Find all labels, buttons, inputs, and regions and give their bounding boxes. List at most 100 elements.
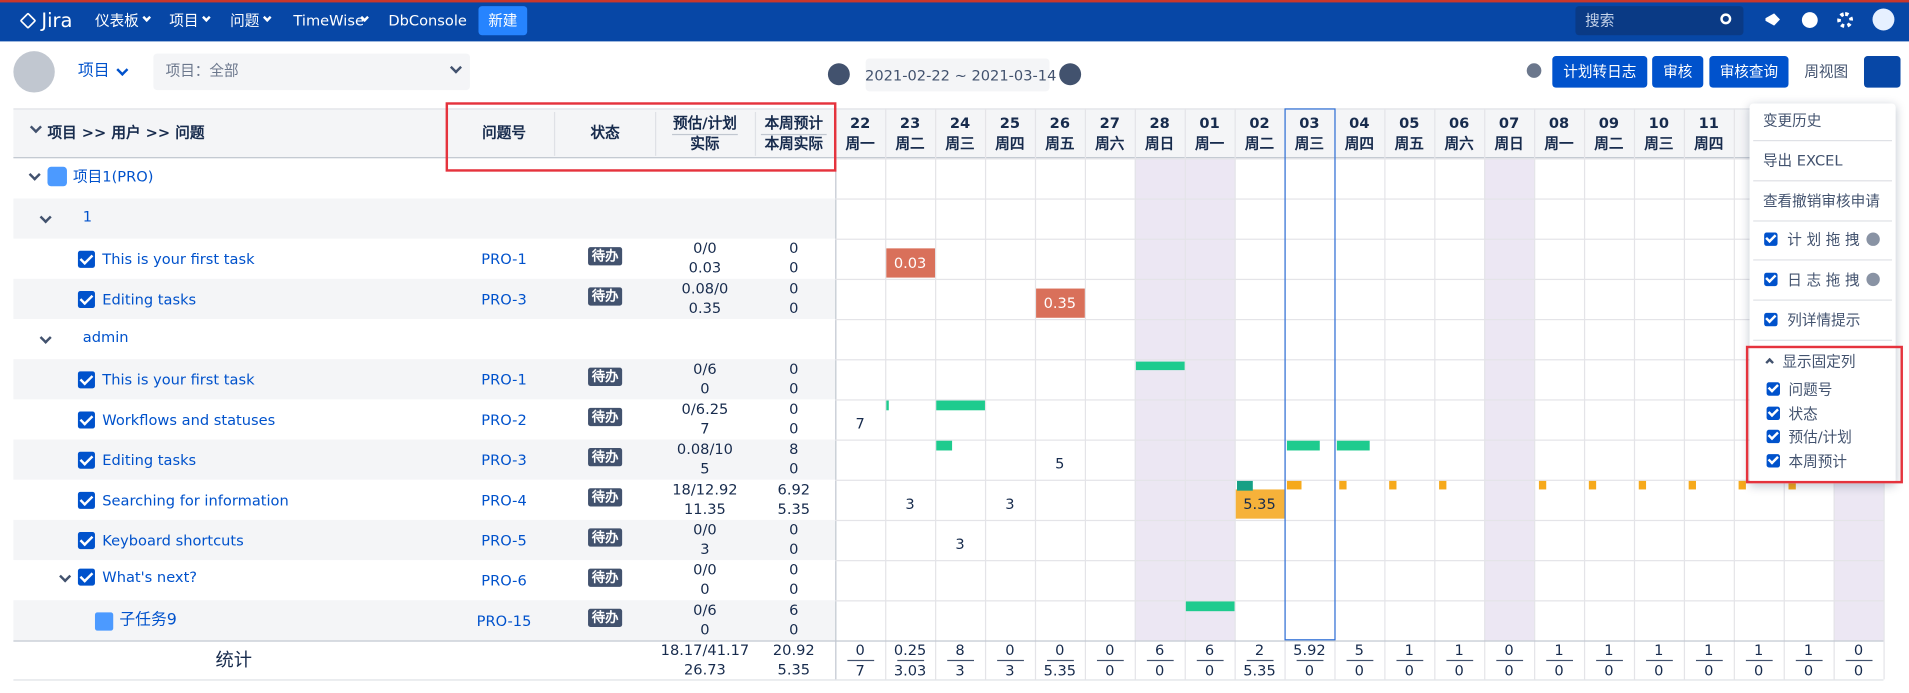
- issue-key[interactable]: PRO-4: [481, 491, 527, 509]
- actual: 0.03: [688, 259, 722, 277]
- estimate: 0/0: [693, 521, 717, 539]
- create-button[interactable]: 新建: [478, 6, 528, 36]
- issue-checkbox[interactable]: [77, 451, 95, 469]
- issue-checkbox[interactable]: [77, 532, 95, 550]
- issue-summary[interactable]: 子任务9: [119, 611, 177, 630]
- plan-bar: [1286, 480, 1302, 490]
- menu-item[interactable]: 查看撤销审核申请: [1762, 192, 1880, 210]
- issue-checkbox[interactable]: [77, 568, 95, 586]
- week-plan: 6: [789, 601, 799, 619]
- grid-h: [835, 399, 1884, 401]
- estimate: 0/6.25: [681, 400, 729, 418]
- fixed-column-option[interactable]: 状态: [1788, 405, 1818, 423]
- search-box[interactable]: [1575, 6, 1744, 36]
- issue-summary[interactable]: Keyboard shortcuts: [102, 532, 244, 550]
- notify-icon[interactable]: [1765, 13, 1780, 26]
- user-avatar[interactable]: [1872, 8, 1895, 31]
- menu-checkbox[interactable]: [1764, 232, 1778, 246]
- menu-checkbox[interactable]: [1766, 454, 1780, 468]
- help-icon: [1866, 272, 1880, 287]
- toolbar-button[interactable]: 审核: [1652, 56, 1704, 88]
- issue-summary[interactable]: Searching for information: [102, 491, 289, 509]
- day-total-actual: 0: [1554, 662, 1564, 680]
- menu-toggle[interactable]: 日 志 拖 拽: [1787, 271, 1860, 289]
- issue-checkbox[interactable]: [77, 371, 95, 389]
- toolbar-button[interactable]: 计划转日志: [1552, 56, 1648, 88]
- date-range-box[interactable]: [865, 58, 1050, 92]
- totals-week-plan: 20.92: [772, 641, 815, 659]
- toolbar-button[interactable]: 审核查询: [1709, 56, 1789, 88]
- issue-key[interactable]: PRO-15: [476, 612, 532, 630]
- status-badge: 待办: [588, 568, 623, 587]
- nav-menu-item[interactable]: 项目: [169, 12, 199, 30]
- fixed-column-option[interactable]: 本周预计: [1788, 453, 1847, 471]
- day-date: 23: [899, 114, 921, 132]
- nav-menu-item[interactable]: DbConsole: [388, 12, 467, 30]
- actual: 3: [700, 540, 710, 558]
- menu-checkbox[interactable]: [1766, 406, 1780, 420]
- prev-button[interactable]: [827, 63, 850, 86]
- issue-summary[interactable]: Workflows and statuses: [102, 411, 276, 429]
- menu-toggle[interactable]: 列详情提示: [1787, 311, 1861, 329]
- issue-summary[interactable]: What's next?: [102, 568, 198, 586]
- project-select[interactable]: [153, 53, 470, 91]
- nav-menu-item[interactable]: 仪表板: [94, 12, 139, 30]
- grid-h: [835, 600, 1884, 602]
- day-cell-value: 5.35: [1243, 495, 1276, 513]
- row-bg: [13, 198, 836, 239]
- plan-bar: [1135, 361, 1185, 371]
- issue-key[interactable]: PRO-3: [481, 451, 527, 469]
- help-icon: [1866, 232, 1880, 246]
- project-menu[interactable]: 项目: [77, 62, 110, 81]
- menu-item[interactable]: 导出 EXCEL: [1762, 152, 1843, 170]
- issue-summary[interactable]: Editing tasks: [102, 290, 197, 309]
- day-date: 02: [1249, 114, 1270, 132]
- issue-key[interactable]: PRO-1: [481, 371, 527, 389]
- issue-key[interactable]: PRO-2: [481, 411, 527, 429]
- logo-text: Jira: [41, 8, 73, 32]
- toolbar-button[interactable]: 周视图: [1804, 63, 1849, 81]
- day-total-line: [1196, 659, 1223, 662]
- user-group[interactable]: 1: [82, 208, 93, 226]
- issue-summary[interactable]: This is your first task: [102, 371, 255, 389]
- project-avatar: [13, 51, 55, 93]
- menu-checkbox[interactable]: [1766, 430, 1780, 444]
- menu-checkbox[interactable]: [1766, 382, 1780, 396]
- menu-checkbox[interactable]: [1764, 312, 1778, 327]
- issue-checkbox[interactable]: [77, 411, 95, 429]
- fixed-columns-title[interactable]: 显示固定列: [1782, 353, 1856, 371]
- nav-menu-item[interactable]: TimeWise: [293, 12, 364, 30]
- day-weekday: 周一: [1544, 135, 1574, 153]
- menu-item[interactable]: 变更历史: [1762, 112, 1822, 130]
- grid-v: [1134, 108, 1136, 680]
- nav-menu-item[interactable]: 问题: [230, 12, 260, 30]
- issue-checkbox[interactable]: [77, 250, 95, 268]
- row-bg: [13, 519, 836, 561]
- issue-key[interactable]: PRO-5: [481, 532, 527, 550]
- day-total-plan: 1: [1404, 641, 1414, 659]
- week-actual: 0: [789, 460, 799, 478]
- issue-key[interactable]: PRO-1: [481, 250, 527, 268]
- issue-key[interactable]: PRO-3: [481, 290, 527, 309]
- search-icon: [1720, 13, 1732, 25]
- grid-v: [935, 108, 937, 680]
- day-total-actual: 0: [1204, 662, 1215, 680]
- user-group[interactable]: admin: [82, 328, 129, 346]
- day-cell-value: 3: [955, 535, 965, 553]
- issue-key[interactable]: PRO-6: [481, 572, 527, 590]
- more-button[interactable]: [1863, 56, 1901, 88]
- menu-checkbox[interactable]: [1764, 272, 1778, 287]
- issue-checkbox[interactable]: [77, 491, 95, 509]
- help-icon[interactable]: [1801, 12, 1818, 29]
- issue-checkbox[interactable]: [77, 290, 95, 309]
- issue-summary[interactable]: This is your first task: [102, 250, 255, 268]
- estimate: 0.08/10: [676, 440, 733, 458]
- project-name[interactable]: 项目1(PRO): [73, 168, 154, 186]
- settings-icon[interactable]: [1837, 12, 1854, 29]
- fixed-column-option[interactable]: 问题号: [1788, 381, 1833, 399]
- next-button[interactable]: [1059, 63, 1082, 86]
- issue-summary[interactable]: Editing tasks: [102, 451, 197, 469]
- fixed-column-option[interactable]: 预估/计划: [1788, 429, 1852, 447]
- menu-toggle[interactable]: 计 划 拖 拽: [1787, 231, 1860, 249]
- estimate: 0/6: [693, 360, 717, 378]
